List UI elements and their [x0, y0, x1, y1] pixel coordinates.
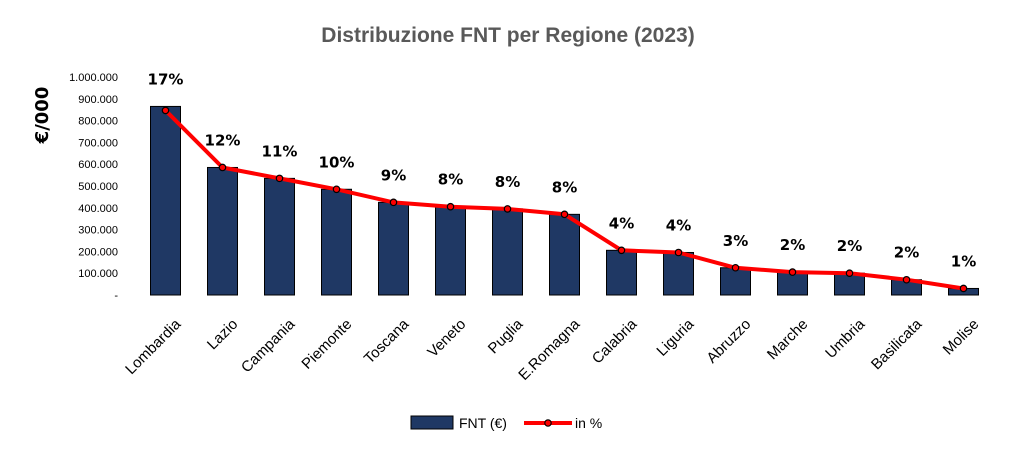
line-marker	[617, 246, 626, 255]
bar	[549, 213, 580, 296]
percent-label: 2%	[894, 244, 919, 262]
line-marker	[503, 205, 512, 213]
percent-label: 4%	[666, 216, 691, 234]
percent-label: 2%	[837, 237, 862, 255]
x-tick-label: Lombardia	[122, 315, 185, 378]
bar	[378, 201, 409, 296]
bar	[264, 177, 295, 296]
x-tick-label: Basilicata	[868, 315, 926, 373]
percent-label: 1%	[951, 252, 976, 270]
y-tick-label: 100.000	[78, 268, 118, 280]
bar	[492, 208, 523, 296]
x-tick-label: Toscana	[361, 315, 413, 367]
percent-label: 4%	[609, 214, 634, 232]
line-marker	[959, 284, 968, 293]
x-tick-label: Liguria	[653, 315, 697, 359]
bar	[207, 166, 238, 296]
percent-labels: 17% 12% 11% 10% 9% 8% 8% 8% 4% 4% 3% 2% 2% 2% 1%	[148, 70, 977, 270]
line-marker	[674, 248, 683, 257]
percent-label: 11%	[262, 142, 298, 160]
y-tick-label: 400.000	[78, 203, 118, 215]
line-marker	[788, 268, 797, 276]
legend-bar-label: FNT (€)	[459, 415, 507, 431]
bar	[606, 249, 637, 296]
y-tick-label: 600.000	[78, 159, 118, 171]
y-tick-label: 500.000	[78, 181, 118, 193]
line-marker	[446, 202, 455, 211]
y-tick-label: 300.000	[78, 225, 118, 237]
x-tick-label: Marche	[764, 316, 811, 363]
line-marker	[845, 269, 854, 278]
y-tick-label: 800.000	[78, 116, 118, 128]
line-marker	[389, 198, 398, 207]
legend-line-marker	[544, 419, 552, 427]
percent-label: 10%	[319, 153, 355, 171]
chart-title: Distribuzione FNT per Regione (2023)	[321, 24, 694, 47]
legend-bar-swatch	[410, 415, 454, 430]
percent-label: 8%	[495, 173, 520, 191]
x-tick-label: Calabria	[589, 315, 641, 367]
x-tick-label: E.Romagna	[515, 315, 583, 383]
y-tick-label: -	[114, 290, 118, 302]
line-marker	[218, 163, 227, 172]
x-tick-label: Umbria	[822, 315, 869, 362]
y-axis-label: €/000	[32, 87, 53, 145]
y-axis: - 100.000 200.000 300.000 400.000 500.000 600.…	[69, 72, 118, 302]
line-marker	[560, 210, 569, 219]
bar	[720, 267, 751, 296]
legend-line-label: in %	[575, 415, 602, 431]
line-marker	[332, 185, 341, 194]
bar	[663, 251, 694, 296]
x-tick-label: Veneto	[424, 316, 469, 361]
x-tick-label: Lazio	[204, 316, 241, 353]
bar	[321, 188, 352, 296]
x-tick-label: Puglia	[485, 315, 527, 357]
line-series	[161, 106, 968, 293]
x-tick-label: Abruzzo	[703, 316, 754, 367]
y-tick-label: 900.000	[78, 94, 118, 106]
line-marker	[731, 263, 740, 272]
legend: FNT (€) in %	[410, 415, 602, 431]
percent-label: 8%	[438, 171, 463, 189]
bar-series	[150, 105, 979, 296]
y-tick-label: 1.000.000	[69, 72, 118, 84]
percent-label: 8%	[552, 178, 577, 196]
line-marker	[902, 275, 911, 284]
bar	[435, 206, 466, 296]
x-tick-label: Campania	[238, 315, 299, 376]
x-tick-label: Molise	[940, 316, 983, 359]
line-marker	[161, 106, 170, 115]
line-marker	[275, 174, 284, 183]
x-tick-label: Piemonte	[298, 316, 355, 373]
y-tick-label: 700.000	[78, 137, 118, 149]
percent-label: 9%	[381, 166, 406, 184]
y-tick-label: 200.000	[78, 246, 118, 258]
percent-label: 12%	[205, 131, 241, 149]
percent-label: 2%	[780, 236, 805, 254]
percent-label: 3%	[723, 232, 748, 250]
bar	[150, 105, 181, 296]
percent-label: 17%	[148, 70, 184, 88]
